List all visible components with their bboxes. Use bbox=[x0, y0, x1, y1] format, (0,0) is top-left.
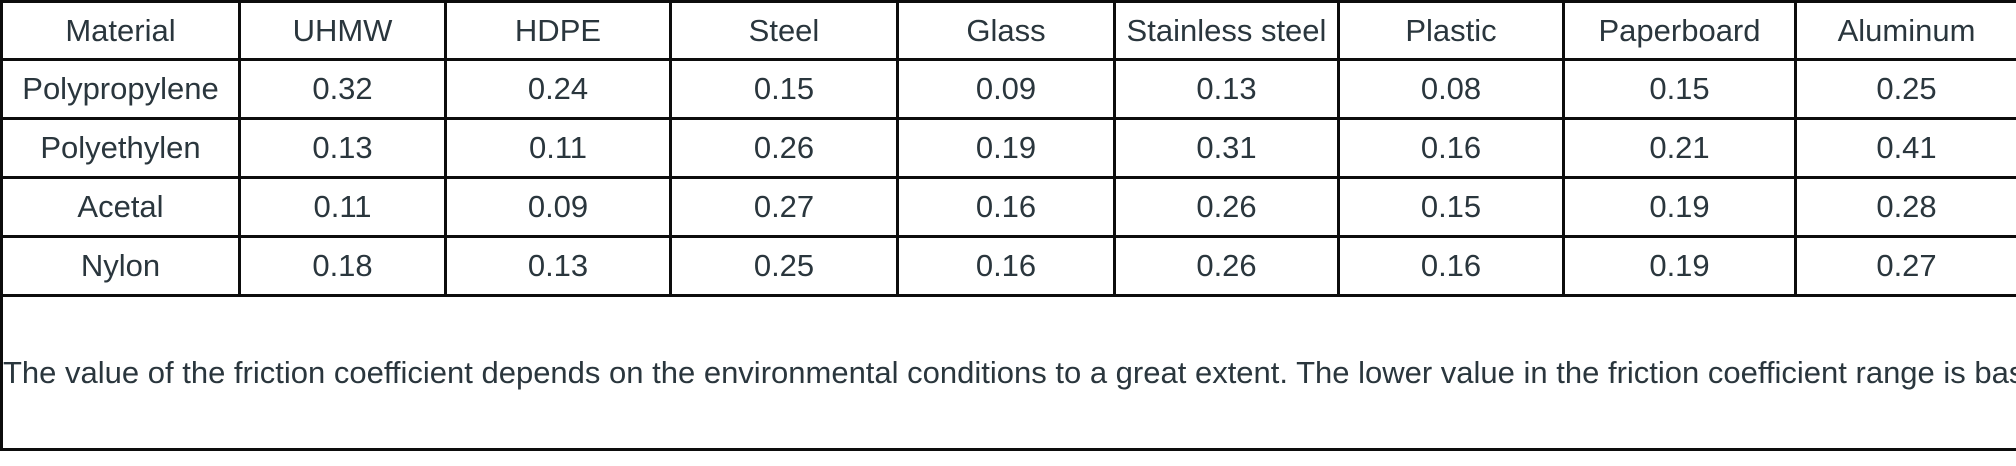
value-cell: 0.09 bbox=[896, 58, 1116, 120]
value-cell: 0.19 bbox=[1562, 235, 1797, 297]
value-cell: 0.32 bbox=[238, 58, 447, 120]
table-row-polyethylen: Polyethylen 0.13 0.11 0.26 0.19 0.31 0.1… bbox=[0, 117, 2016, 179]
col-header-hdpe: HDPE bbox=[444, 0, 672, 61]
value-cell: 0.31 bbox=[1113, 117, 1340, 179]
col-header-plastic: Plastic bbox=[1337, 0, 1565, 61]
table-header-row: Material UHMW HDPE Steel Glass Stainless… bbox=[0, 0, 2016, 61]
value-cell: 0.26 bbox=[1113, 176, 1340, 238]
value-cell: 0.13 bbox=[238, 117, 447, 179]
value-cell: 0.26 bbox=[1113, 235, 1340, 297]
value-cell: 0.09 bbox=[444, 176, 672, 238]
value-cell: 0.18 bbox=[238, 235, 447, 297]
value-cell: 0.27 bbox=[1794, 235, 2016, 297]
row-label-nylon: Nylon bbox=[0, 235, 241, 297]
value-cell: 0.11 bbox=[444, 117, 672, 179]
value-cell: 0.16 bbox=[1337, 117, 1565, 179]
value-cell: 0.27 bbox=[669, 176, 899, 238]
value-cell: 0.21 bbox=[1562, 117, 1797, 179]
value-cell: 0.19 bbox=[1562, 176, 1797, 238]
col-header-stainless-steel: Stainless steel bbox=[1113, 0, 1340, 61]
value-cell: 0.15 bbox=[1562, 58, 1797, 120]
value-cell: 0.25 bbox=[669, 235, 899, 297]
col-header-material: Material bbox=[0, 0, 241, 61]
row-label-acetal: Acetal bbox=[0, 176, 241, 238]
value-cell: 0.08 bbox=[1337, 58, 1565, 120]
value-cell: 0.16 bbox=[896, 176, 1116, 238]
friction-coefficient-table: Material UHMW HDPE Steel Glass Stainless… bbox=[0, 0, 2016, 451]
value-cell: 0.15 bbox=[669, 58, 899, 120]
value-cell: 0.13 bbox=[444, 235, 672, 297]
value-cell: 0.19 bbox=[896, 117, 1116, 179]
col-header-glass: Glass bbox=[896, 0, 1116, 61]
table-row-acetal: Acetal 0.11 0.09 0.27 0.16 0.26 0.15 0.1… bbox=[0, 176, 2016, 238]
table-footnote: The value of the friction coefficient de… bbox=[0, 294, 2016, 451]
table-row-nylon: Nylon 0.18 0.13 0.25 0.16 0.26 0.16 0.19… bbox=[0, 235, 2016, 297]
table-footnote-row: The value of the friction coefficient de… bbox=[0, 294, 2016, 451]
row-label-polyethylen: Polyethylen bbox=[0, 117, 241, 179]
value-cell: 0.13 bbox=[1113, 58, 1340, 120]
col-header-steel: Steel bbox=[669, 0, 899, 61]
col-header-aluminum: Aluminum bbox=[1794, 0, 2016, 61]
value-cell: 0.41 bbox=[1794, 117, 2016, 179]
value-cell: 0.15 bbox=[1337, 176, 1565, 238]
col-header-paperboard: Paperboard bbox=[1562, 0, 1797, 61]
value-cell: 0.26 bbox=[669, 117, 899, 179]
table-row-polypropylene: Polypropylene 0.32 0.24 0.15 0.09 0.13 0… bbox=[0, 58, 2016, 120]
value-cell: 0.28 bbox=[1794, 176, 2016, 238]
col-header-uhmw: UHMW bbox=[238, 0, 447, 61]
value-cell: 0.24 bbox=[444, 58, 672, 120]
value-cell: 0.11 bbox=[238, 176, 447, 238]
value-cell: 0.16 bbox=[896, 235, 1116, 297]
value-cell: 0.16 bbox=[1337, 235, 1565, 297]
value-cell: 0.25 bbox=[1794, 58, 2016, 120]
row-label-polypropylene: Polypropylene bbox=[0, 58, 241, 120]
